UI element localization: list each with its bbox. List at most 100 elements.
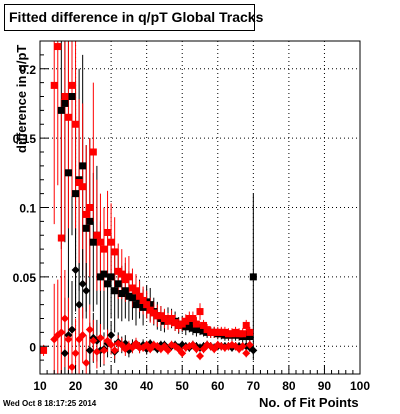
red-diamond-series-point [178,349,187,358]
x-tick-label: 100 [350,379,370,393]
red-diamond-series-point [96,333,105,342]
red-square-series-point [235,330,243,338]
x-tick-label: 90 [318,379,332,393]
red-square-series-point [54,43,62,51]
red-diamond-series-point [71,349,80,358]
black-square-series-point [82,224,90,232]
red-diamond-series-point [89,336,98,345]
black-square-series-point [192,326,200,334]
black-square-series-point [200,327,208,335]
red-diamond-series-point [78,331,87,340]
red-square-series-point [143,301,151,309]
red-square-series-point [171,319,179,327]
red-square-series-point [132,287,140,295]
red-square-series-point [164,317,172,325]
black-diamond-series-point [249,346,258,355]
black-square-series-point [68,93,76,100]
red-square-series-point [114,267,122,275]
tick-labels-layer: 10 20 30 40 50 60 70 80 90 100 0 0.05 0.1 0.15 0.2 [13,63,371,393]
markers-layer [40,43,258,372]
red-diamond-series-point [82,358,91,367]
black-diamond-series-point [68,325,76,334]
y-tick-label: 0.2 [19,63,36,77]
red-square-series-point [246,328,254,336]
red-square-series-point [160,315,168,322]
black-square-series-point [125,292,133,300]
red-square-series-point [104,228,112,236]
red-square-series-point [68,81,76,89]
red-diamond-series-point [100,346,108,355]
red-square-series-point [196,308,204,316]
black-square-series-point [196,326,204,334]
black-square-series-point [249,273,257,281]
black-square-series-point [118,290,126,298]
y-tick-label: 0.15 [13,132,37,146]
red-square-series-point [221,328,229,336]
red-square-series-point [217,328,225,336]
black-square-series-point [114,280,122,288]
black-square-series-point [61,99,69,107]
red-square-series-point [75,179,83,187]
red-square-series-point [232,328,240,336]
red-square-series-point [153,312,161,320]
red-square-series-point [157,312,165,320]
black-square-series-point [139,303,147,311]
y-tick-label: 0.1 [19,202,36,216]
red-square-series-point [178,320,186,328]
red-square-series-point [64,113,72,121]
red-square-series-point [107,238,115,246]
red-square-series-point [210,328,218,336]
black-square-series-point [96,273,104,281]
red-diamond-series-point [242,349,251,358]
timestamp-footer: Wed Oct 8 18:17:25 2014 [3,399,97,408]
red-diamond-series-point [192,345,201,354]
red-square-series-point [203,326,211,334]
black-square-series-point [121,287,129,295]
black-diamond-series-point [78,279,87,288]
red-square-series-point [224,330,232,338]
black-diamond-series-point [107,331,116,340]
red-square-series-point [79,183,87,191]
black-square-series-point [182,323,190,331]
x-tick-label: 20 [69,379,83,393]
red-diamond-series-point [238,342,247,351]
black-square-series-point [111,287,119,295]
red-diamond-series-point [92,347,101,356]
red-square-series-point [207,328,215,336]
red-square-series-point [168,315,176,322]
black-square-series-point [86,217,94,225]
red-square-series-point [118,270,126,278]
black-square-series-point [79,162,87,170]
black-square-series-point [89,238,97,246]
red-square-series-point [121,276,129,284]
black-square-series-point [132,301,140,309]
red-square-series-point [150,309,158,317]
black-square-series-point [128,294,136,302]
x-tick-label: 70 [247,379,261,393]
red-square-series-point [111,248,119,256]
black-square-series-point [246,333,254,341]
black-square-series-point [104,280,112,288]
red-diamond-series-point [107,340,116,349]
red-square-series-point [50,81,58,89]
x-tick-label: 30 [104,379,118,393]
black-square-series-point [146,301,154,309]
black-square-series-point [100,270,108,278]
black-diamond-series-point [60,349,69,358]
red-square-series-point [175,321,183,329]
red-square-series-point [61,93,69,100]
red-square-series-point [93,231,101,239]
red-diamond-series-point [164,346,172,355]
red-diamond-series-point [85,325,94,334]
red-square-series-point [57,234,65,242]
red-diamond-series-point [110,346,119,355]
black-square-series-point [57,106,65,114]
ticks-layer [39,40,361,375]
red-square-series-point [239,330,247,338]
red-square-series-point [100,245,108,253]
red-square-series-point [89,148,97,156]
red-square-series-point [82,210,90,218]
y-tick-label: 0 [29,340,36,354]
red-square-series-point [189,315,197,322]
